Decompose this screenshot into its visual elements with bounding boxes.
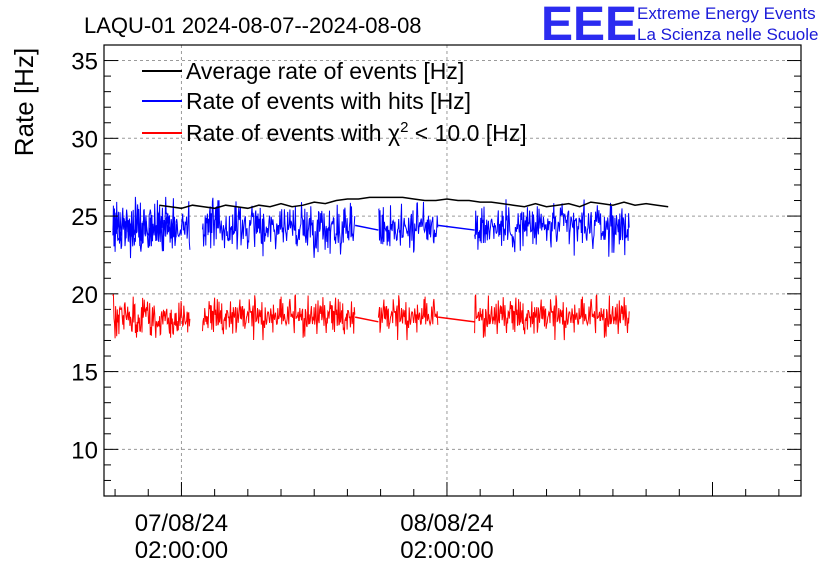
y-tick-label: 10 xyxy=(71,437,98,464)
logo-mark: EEE xyxy=(541,0,637,51)
legend-suffix: < 10.0 [Hz] xyxy=(408,120,526,146)
logo-line-2: La Scienza nelle Scuole xyxy=(637,25,818,44)
legend-entry: Rate of events with χ2 < 10.0 [Hz] xyxy=(186,119,527,146)
plot-frame xyxy=(103,44,802,497)
chi2-rate-series-gap-connector xyxy=(354,316,379,323)
legend-entry: Rate of events with hits [Hz] xyxy=(186,88,471,114)
y-tick-label: 15 xyxy=(71,360,98,387)
average-rate-series xyxy=(159,196,669,210)
chart-title: LAQU-01 2024-08-07--2024-08-08 xyxy=(84,13,422,38)
x-tick-label-time: 02:00:00 xyxy=(400,537,493,564)
hits-rate-series-gap-connector xyxy=(438,224,475,231)
grid-lines xyxy=(104,45,801,496)
chi2-rate-series-gap-connector xyxy=(438,316,475,323)
legend-superscript: 2 xyxy=(400,119,408,136)
hits-rate-series xyxy=(112,196,630,259)
y-tick-label: 30 xyxy=(71,126,98,153)
axes: 10152025303507/08/2402:00:0008/08/2402:0… xyxy=(71,44,802,564)
legend: Average rate of events [Hz] Rate of event… xyxy=(142,58,527,146)
plot-series xyxy=(112,196,669,341)
y-tick-label: 20 xyxy=(71,282,98,309)
y-axis-label: Rate [Hz] xyxy=(9,48,39,156)
legend-chi-symbol: χ xyxy=(388,120,400,146)
x-tick-label-time: 02:00:00 xyxy=(135,537,228,564)
y-tick-label: 35 xyxy=(71,49,98,76)
hits-rate-series-gap-connector xyxy=(354,224,379,231)
y-tick-label: 25 xyxy=(71,204,98,231)
x-tick-label-date: 08/08/24 xyxy=(400,510,493,537)
logo-line-1: Extreme Energy Events xyxy=(637,4,816,23)
eee-logo: EEE Extreme Energy Events La Scienza nel… xyxy=(541,0,818,51)
legend-entry: Average rate of events [Hz] xyxy=(186,58,464,84)
x-tick-label-date: 07/08/24 xyxy=(135,510,228,537)
chi2-rate-series xyxy=(112,293,630,341)
